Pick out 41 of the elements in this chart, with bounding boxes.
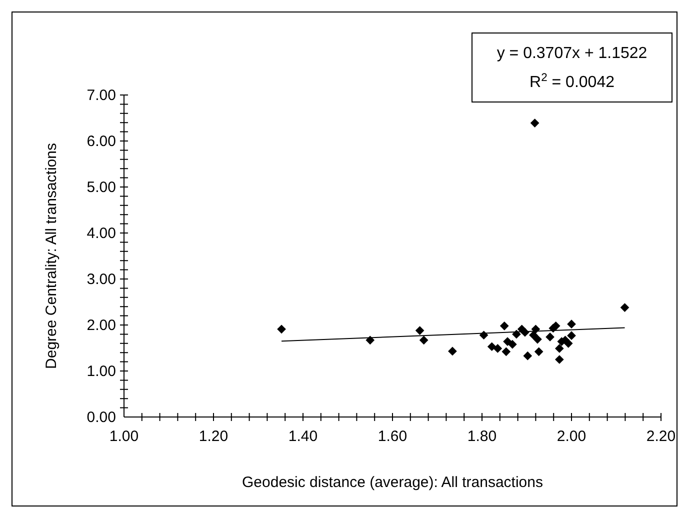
point [620,303,630,312]
point [533,334,542,344]
point [554,344,564,353]
point [419,336,428,345]
x-tick-label: 1.60 [378,428,408,445]
point [546,332,554,342]
y-axis-title: Degree Centrality: All transactions [43,143,60,369]
y-tick-label: 5.00 [86,179,116,196]
y-tick-label: 0.00 [86,409,116,426]
y-tick-label: 7.00 [86,87,116,104]
point [567,320,576,329]
point [530,118,540,128]
point [554,355,564,364]
x-tick-label: 2.00 [556,428,586,445]
y-tick-label: 4.00 [86,225,116,242]
point [502,347,511,356]
y-tick-label: 1.00 [86,363,116,380]
point [277,324,286,334]
x-tick-label: 2.20 [646,428,676,445]
text: R$^{2}$ = 0.0042 [530,72,615,91]
point [564,338,573,348]
point [567,331,576,340]
point [512,330,521,339]
point [534,347,544,356]
x-tick-label: 1.40 [288,428,318,445]
point [500,321,509,330]
x-axis-title: Geodesic distance (average): All transactions [242,474,543,491]
point [448,346,457,356]
y-tick-label: 2.00 [86,317,116,334]
point [493,344,502,353]
x-tick-label: 1.00 [109,428,139,445]
x-tick-label: 1.20 [198,428,228,445]
point [551,321,560,330]
point [508,340,517,349]
y-tick-label: 6.00 [86,133,116,150]
x-tick-label: 1.80 [467,428,497,445]
point [415,326,424,335]
point [487,342,496,352]
y-tick-label: 3.00 [86,271,116,288]
point [523,351,532,360]
text: y = 0.3707x + 1.1522 [496,45,648,62]
